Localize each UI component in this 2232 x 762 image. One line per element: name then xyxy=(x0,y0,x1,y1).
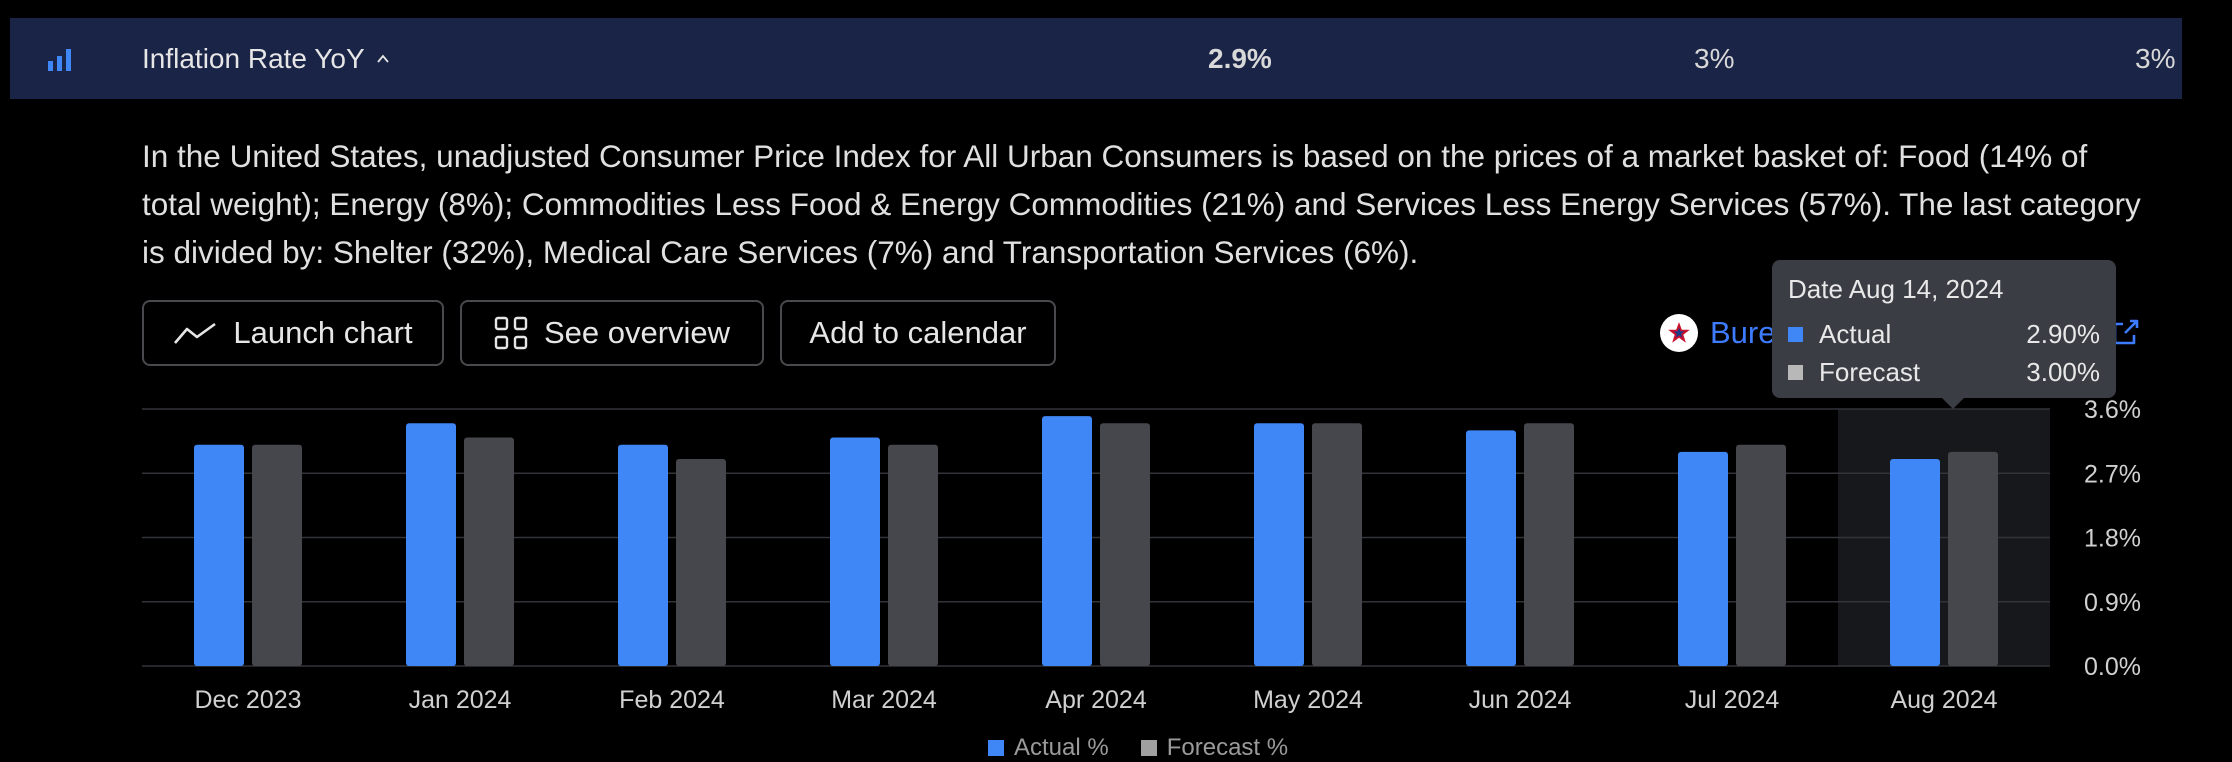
bar-actual xyxy=(830,437,880,666)
add-to-calendar-button[interactable]: Add to calendar xyxy=(780,300,1056,366)
legend-swatch-forecast xyxy=(1140,740,1157,756)
actual-swatch xyxy=(1788,326,1803,342)
tooltip-date: Date Aug 14, 2024 xyxy=(1788,274,2004,304)
legend-item-actual[interactable]: Actual % xyxy=(988,734,1109,762)
x-tick-label: May 2024 xyxy=(1253,686,1363,714)
star-icon xyxy=(1668,322,1690,343)
forecast-value: 3% xyxy=(1694,42,1735,74)
tooltip-row-name: Actual xyxy=(1819,318,1892,349)
indicator-title[interactable]: Inflation Rate YoY xyxy=(142,43,389,75)
bar-actual xyxy=(1890,458,1940,666)
x-tick-label: Jul 2024 xyxy=(1685,686,1780,714)
x-tick-label: Mar 2024 xyxy=(831,686,937,714)
y-tick-label: 3.6% xyxy=(2084,396,2141,424)
legend-label: Actual % xyxy=(1014,734,1109,761)
bar-actual xyxy=(194,444,244,666)
bar-forecast xyxy=(1100,423,1150,666)
line-chart-icon xyxy=(174,322,217,344)
bar-forecast xyxy=(1736,444,1786,666)
see-overview-label: See overview xyxy=(543,315,731,350)
indicator-description: In the United States, unadjusted Consume… xyxy=(142,138,2141,270)
legend-label: Forecast % xyxy=(1166,734,1289,761)
x-tick-label: Dec 2023 xyxy=(194,686,301,714)
indicator-title-label: Inflation Rate YoY xyxy=(142,42,365,74)
tooltip-row-value: 3.00% xyxy=(2026,356,2100,387)
see-overview-button[interactable]: See overview xyxy=(460,300,764,366)
y-tick-label: 2.7% xyxy=(2084,460,2141,488)
launch-chart-label: Launch chart xyxy=(233,315,413,350)
source-link[interactable]: Bure xyxy=(1660,314,1775,352)
chart-legend: Actual % Forecast % xyxy=(988,734,1288,762)
inflation-bar-chart: 0.0% 0.9% 1.8% 2.7% 3.6% Dec 2023 Jan 2024 Feb … xyxy=(142,396,2141,714)
grid-icon xyxy=(494,316,528,350)
bar-actual xyxy=(1254,423,1304,666)
x-tick-label: Jan 2024 xyxy=(409,686,512,714)
source-label: Bure xyxy=(1710,315,1776,350)
tooltip-row-actual: Actual 2.90% xyxy=(1788,315,2100,353)
tooltip-row-value: 2.90% xyxy=(2026,318,2100,349)
bar-actual xyxy=(406,423,456,666)
bar-actual xyxy=(1042,416,1092,666)
x-tick-label: Feb 2024 xyxy=(619,686,725,714)
tooltip-row-name: Forecast xyxy=(1819,356,1921,387)
actual-value: 2.9% xyxy=(1208,42,1272,74)
indicator-row[interactable]: Inflation Rate YoY 2.9% 3% 3% xyxy=(10,18,2182,99)
y-tick-label: 0.0% xyxy=(2084,653,2141,681)
bar-forecast xyxy=(1312,423,1362,666)
forecast-swatch xyxy=(1788,364,1803,380)
add-to-calendar-label: Add to calendar xyxy=(809,315,1027,350)
x-tick-label: Apr 2024 xyxy=(1045,686,1147,714)
bar-forecast xyxy=(888,444,938,666)
bar-chart-icon xyxy=(48,49,71,71)
legend-item-forecast[interactable]: Forecast % xyxy=(1140,734,1289,762)
tooltip-row-forecast: Forecast 3.00% xyxy=(1788,353,2100,391)
y-tick-label: 0.9% xyxy=(2084,589,2141,617)
source-logo xyxy=(1660,314,1698,352)
previous-value: 3% xyxy=(2135,42,2176,74)
bar-forecast xyxy=(252,444,302,666)
bar-forecast xyxy=(676,458,726,666)
bar-forecast xyxy=(464,437,514,666)
x-tick-label: Jun 2024 xyxy=(1469,686,1572,714)
bar-actual xyxy=(1466,430,1516,666)
launch-chart-button[interactable]: Launch chart xyxy=(142,300,444,366)
bar-forecast xyxy=(1524,423,1574,666)
x-tick-label: Aug 2024 xyxy=(1890,686,1997,714)
legend-swatch-actual xyxy=(988,740,1004,756)
bar-forecast xyxy=(1948,451,1998,666)
bar-actual xyxy=(618,444,668,666)
bar-actual xyxy=(1678,451,1728,666)
chart-tooltip: Date Aug 14, 2024 Actual 2.90% Forecast … xyxy=(1772,260,2116,409)
y-tick-label: 1.8% xyxy=(2084,525,2141,553)
chevron-up-icon[interactable] xyxy=(376,53,389,65)
